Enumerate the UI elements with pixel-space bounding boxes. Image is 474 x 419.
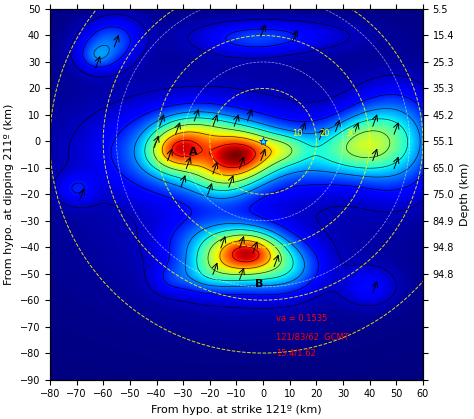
Text: 20: 20 bbox=[319, 129, 329, 138]
Text: 10: 10 bbox=[292, 129, 303, 138]
Y-axis label: Depth (km): Depth (km) bbox=[460, 163, 470, 226]
Text: 15.4/1.62: 15.4/1.62 bbox=[276, 349, 316, 358]
Text: va = 0.1535: va = 0.1535 bbox=[276, 314, 328, 323]
Text: 30: 30 bbox=[346, 129, 356, 138]
X-axis label: From hypo. at strike 121º (km): From hypo. at strike 121º (km) bbox=[151, 405, 322, 415]
Y-axis label: From hypo. at dipping 211º (km): From hypo. at dipping 211º (km) bbox=[4, 103, 14, 285]
Text: 121/83/62  GCMT: 121/83/62 GCMT bbox=[276, 333, 349, 342]
Text: A: A bbox=[189, 147, 197, 157]
Text: B: B bbox=[255, 279, 264, 289]
